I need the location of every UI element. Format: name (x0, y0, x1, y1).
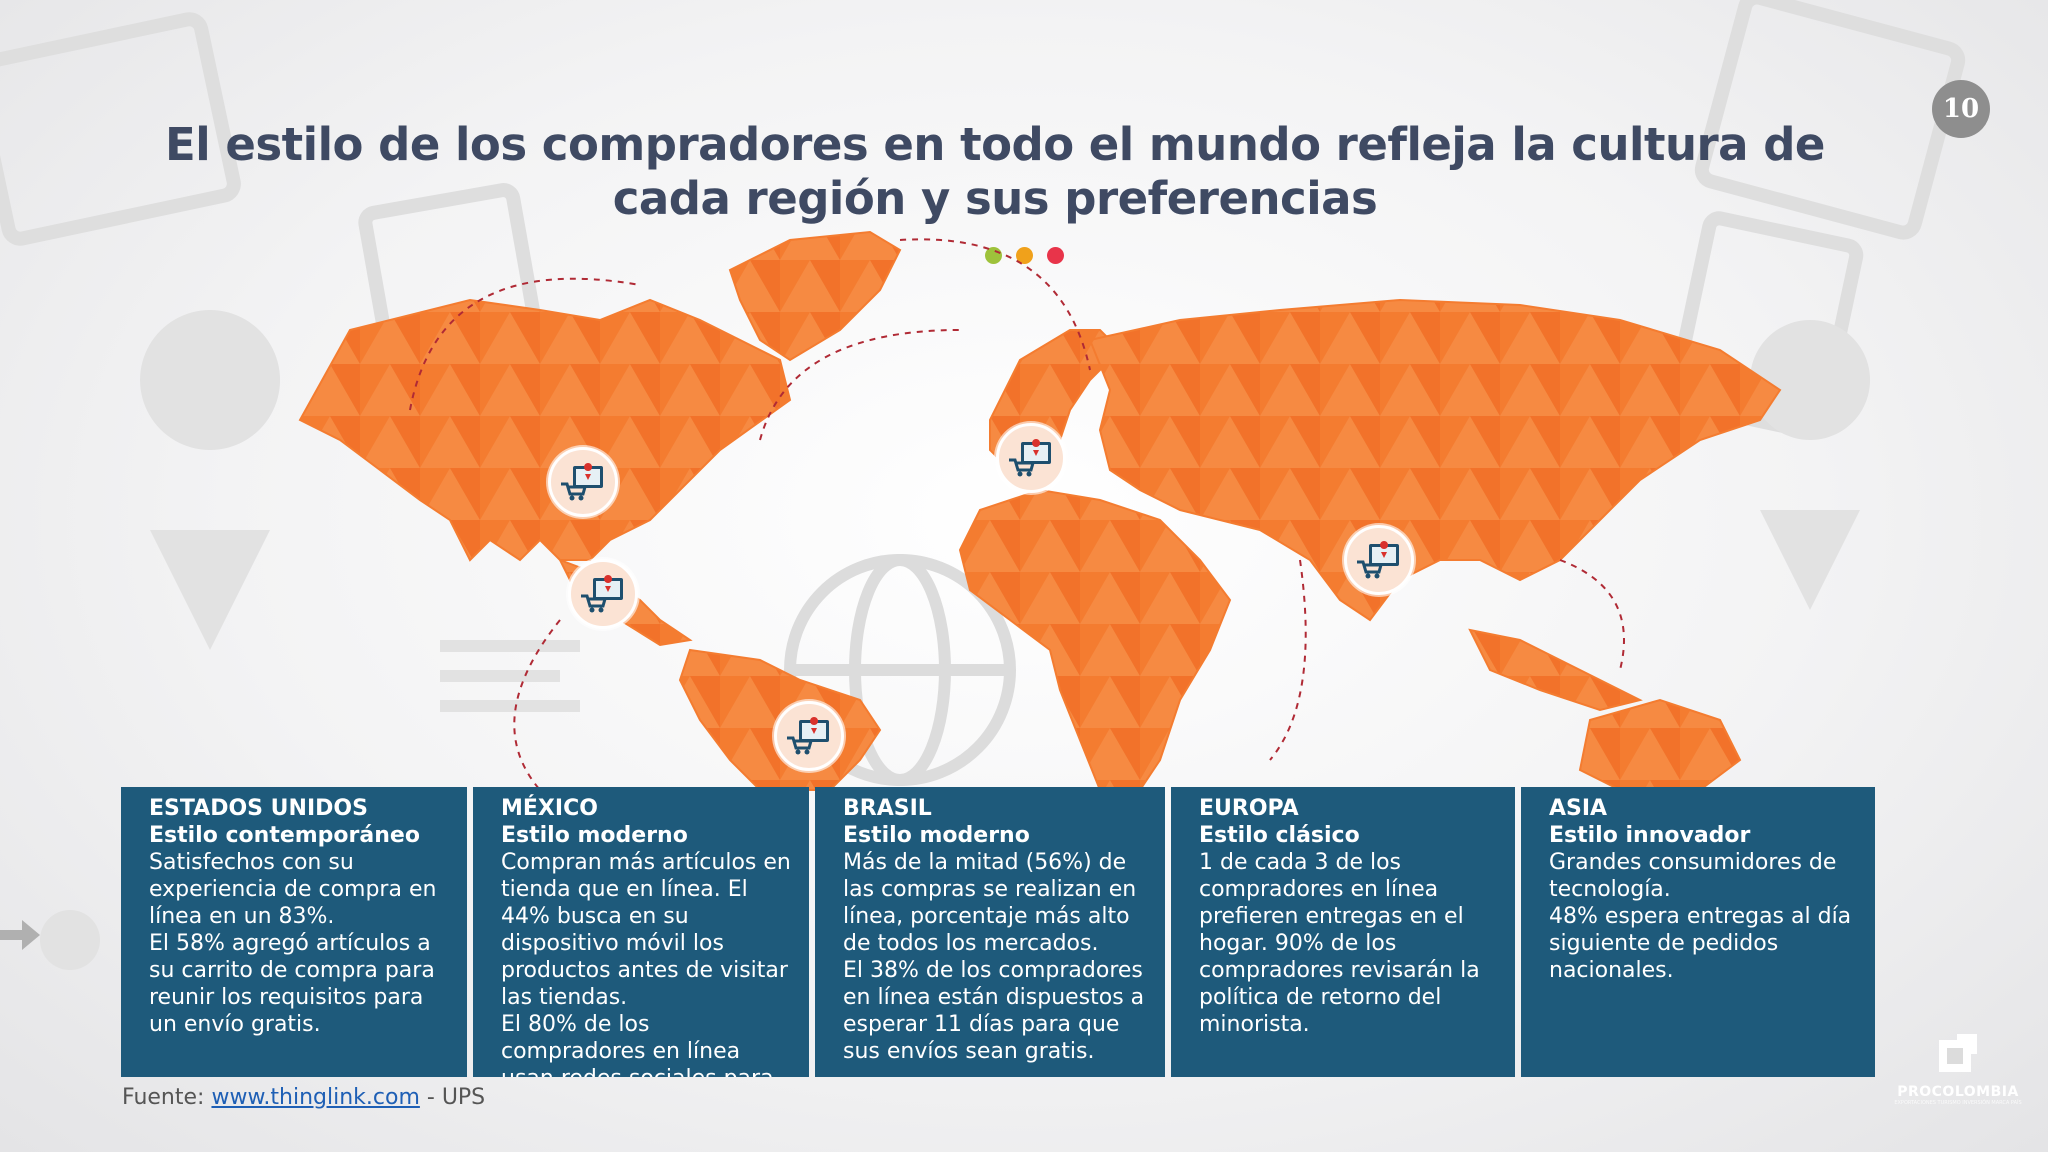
region-style: Estilo contemporáneo (149, 823, 420, 848)
source-note: Fuente: www.thinglink.com - UPS (122, 1085, 485, 1110)
region-card-brasil: BRASIL Estilo moderno Más de la mitad (5… (815, 787, 1165, 1077)
region-name: ASIA (1549, 796, 1608, 821)
source-suffix: - UPS (419, 1085, 486, 1110)
ecommerce-pin-icon (581, 575, 623, 613)
region-style: Estilo innovador (1549, 823, 1751, 848)
region-description: Compran más artículos en tienda que en l… (501, 850, 791, 1077)
region-description: Grandes consumidores de tecnología. 48% … (1549, 850, 1852, 983)
region-description: Más de la mitad (56%) de las compras se … (843, 850, 1145, 1064)
source-prefix: Fuente: (122, 1085, 212, 1110)
greenland-shape (728, 230, 902, 362)
region-name: MÉXICO (501, 796, 598, 821)
region-card-asia: ASIA Estilo innovador Grandes consumidor… (1521, 787, 1875, 1077)
africa-shape (958, 488, 1232, 791)
marker-estados-unidos[interactable] (548, 447, 618, 517)
region-style: Estilo moderno (843, 823, 1030, 848)
region-style: Estilo moderno (501, 823, 688, 848)
marker-mexico[interactable] (568, 559, 638, 629)
marker-europa[interactable] (996, 423, 1066, 493)
region-name: ESTADOS UNIDOS (149, 796, 368, 821)
source-link[interactable]: www.thinglink.com (211, 1085, 420, 1110)
marker-asia[interactable] (1344, 525, 1414, 595)
ecommerce-pin-icon (1009, 439, 1051, 477)
logo-tagline: EXPORTACIONES TURISMO INVERSIÓN MARCA PA… (1894, 1100, 2022, 1106)
region-style: Estilo clásico (1199, 823, 1360, 848)
north-america-shape (298, 298, 792, 562)
marker-brasil[interactable] (774, 701, 844, 771)
region-description: 1 de cada 3 de los compradores en línea … (1199, 850, 1480, 1037)
slide-title: El estilo de los compradores en todo el … (165, 118, 1825, 225)
red-dot (1047, 247, 1064, 264)
australia-shape (1578, 698, 1742, 791)
logo-wordmark: PROCOLOMBIA (1897, 1084, 2019, 1100)
slide-number: 10 (1932, 80, 1990, 138)
ecommerce-pin-icon (561, 463, 603, 501)
region-name: BRASIL (843, 796, 932, 821)
procolombia-mark-icon (1939, 1034, 1977, 1072)
region-description: Satisfechos con su experiencia de compra… (149, 850, 437, 1037)
region-cards: ESTADOS UNIDOS Estilo contemporáneo Sati… (121, 787, 1875, 1077)
indonesia-shape (1468, 628, 1643, 712)
procolombia-logo: PROCOLOMBIA EXPORTACIONES TURISMO INVERS… (1888, 1030, 2028, 1110)
region-card-mexico: MÉXICO Estilo moderno Compran más artícu… (473, 787, 809, 1077)
asia-shape (1088, 298, 1782, 622)
ecommerce-pin-icon (1357, 541, 1399, 579)
region-name: EUROPA (1199, 796, 1299, 821)
region-card-europa: EUROPA Estilo clásico 1 de cada 3 de los… (1171, 787, 1515, 1077)
region-card-estados-unidos: ESTADOS UNIDOS Estilo contemporáneo Sati… (121, 787, 467, 1077)
ecommerce-pin-icon (787, 717, 829, 755)
orange-dot (1016, 247, 1033, 264)
